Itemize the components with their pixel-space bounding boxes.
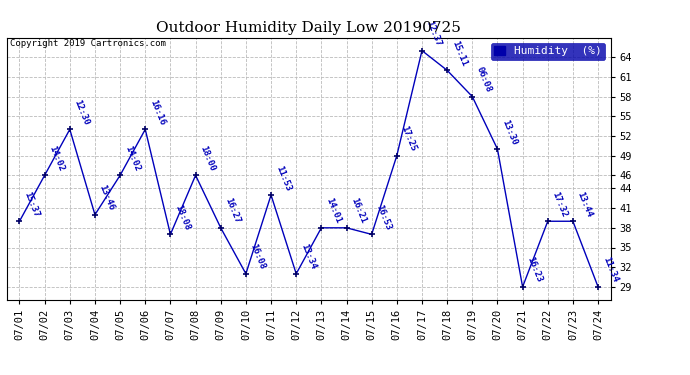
Text: 14:01: 14:01 [324, 197, 342, 225]
Text: 16:27: 16:27 [224, 197, 242, 225]
Text: 18:08: 18:08 [173, 203, 192, 232]
Legend: Humidity  (%): Humidity (%) [491, 43, 605, 60]
Text: Copyright 2019 Cartronics.com: Copyright 2019 Cartronics.com [10, 39, 166, 48]
Text: 12:30: 12:30 [72, 98, 91, 127]
Text: 06:08: 06:08 [475, 66, 493, 94]
Text: 11:34: 11:34 [601, 256, 619, 284]
Text: 14:02: 14:02 [48, 144, 66, 172]
Title: Outdoor Humidity Daily Low 20190725: Outdoor Humidity Daily Low 20190725 [157, 21, 461, 35]
Text: 16:08: 16:08 [248, 243, 267, 271]
Text: 15:11: 15:11 [450, 39, 469, 68]
Text: 16:16: 16:16 [148, 98, 166, 127]
Text: 16:53: 16:53 [375, 203, 393, 232]
Text: 11:53: 11:53 [274, 164, 293, 192]
Text: 13:44: 13:44 [575, 190, 594, 219]
Text: 16:23: 16:23 [525, 256, 544, 284]
Text: 18:00: 18:00 [198, 144, 217, 172]
Text: 14:02: 14:02 [123, 144, 141, 172]
Text: 15:37: 15:37 [22, 190, 41, 219]
Text: 12:37: 12:37 [425, 20, 443, 48]
Text: 13:30: 13:30 [500, 118, 519, 146]
Text: 16:21: 16:21 [349, 197, 368, 225]
Text: 17:25: 17:25 [400, 124, 418, 153]
Text: 17:32: 17:32 [551, 190, 569, 219]
Text: 13:34: 13:34 [299, 243, 317, 271]
Text: 13:46: 13:46 [98, 184, 116, 212]
